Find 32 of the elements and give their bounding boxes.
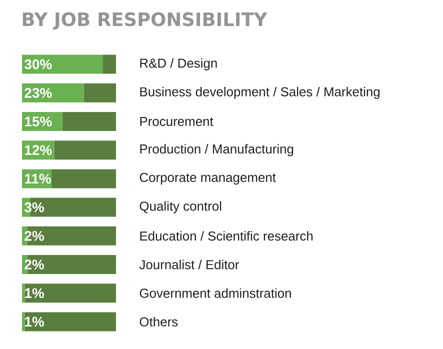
y-tick-label: Business development / Sales / Marketing: [140, 86, 380, 99]
y-tick-label: Production / Manufacturing: [140, 144, 294, 156]
y-tick-label: Others: [140, 316, 178, 326]
data-label: 3%: [24, 202, 44, 212]
data-label: 2%: [24, 230, 44, 241]
y-tick-label: Education / Scientific research: [140, 231, 313, 241]
data-label: 23%: [24, 88, 52, 98]
data-label: 15%: [25, 116, 52, 126]
chart-title: BY JOB RESPONSIBILITY: [22, 12, 268, 30]
bar: [54, 140, 116, 160]
y-tick-label: R&D / Design: [140, 58, 217, 70]
data-label: 11%: [25, 174, 51, 184]
bar: [22, 83, 84, 102]
bar: [24, 312, 116, 332]
data-label: 12%: [25, 145, 52, 156]
y-tick-label: Journalist / Editor: [139, 260, 240, 270]
y-tick-label: Government adminstration: [140, 288, 291, 298]
data-label: 1%: [25, 316, 44, 327]
bar: [84, 83, 116, 102]
y-tick-label: Procurement: [140, 116, 214, 126]
bar: [24, 284, 116, 303]
bar: [22, 54, 103, 74]
bar: [62, 112, 116, 132]
bar: [22, 284, 25, 303]
bar: [22, 312, 25, 332]
y-tick-label: Quality control: [140, 201, 222, 214]
data-label: 30%: [24, 59, 52, 70]
y-tick-label: Corporate management: [140, 172, 276, 185]
data-label: 1%: [25, 288, 44, 298]
bar: [52, 169, 116, 188]
data-label: 2%: [24, 260, 44, 270]
bar: [102, 54, 116, 74]
